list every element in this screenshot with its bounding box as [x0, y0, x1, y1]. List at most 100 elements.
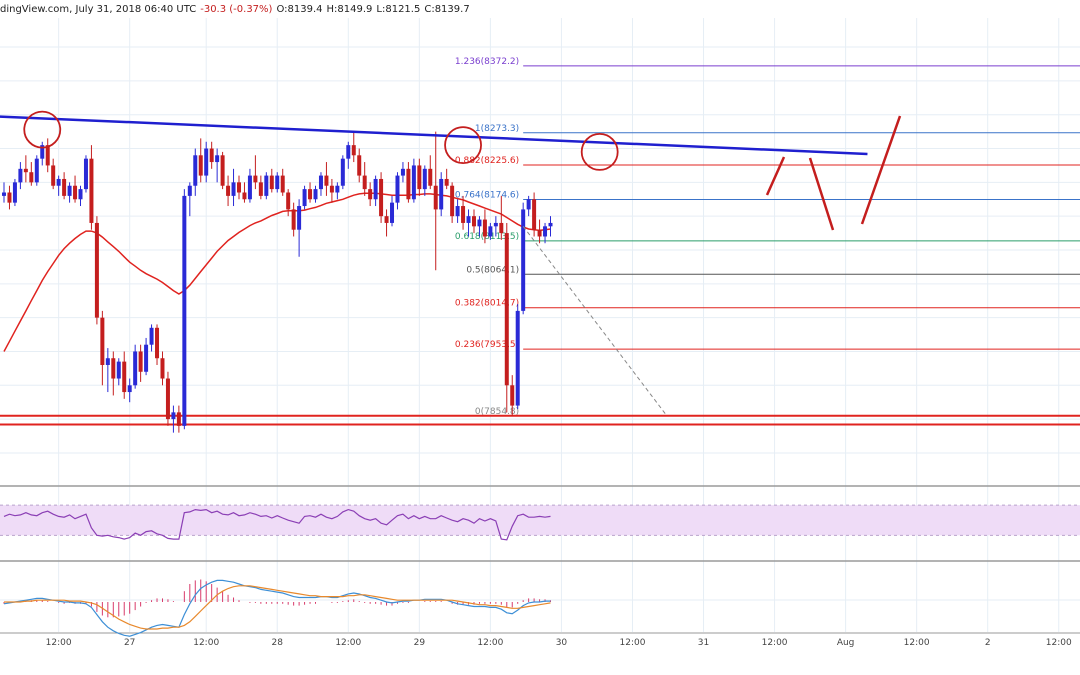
x-tick-label: 27 [124, 638, 135, 648]
x-tick-label: 2 [985, 638, 991, 648]
candle [537, 219, 542, 244]
candle-body [390, 202, 395, 223]
candle-body [521, 209, 526, 311]
candle [78, 185, 83, 207]
candle-body [236, 182, 241, 193]
candle-body [73, 185, 78, 200]
candle-body [362, 175, 367, 190]
candle [482, 209, 487, 244]
candle [532, 192, 537, 237]
candle [215, 148, 220, 183]
candle-body [368, 189, 373, 200]
candle [548, 216, 553, 237]
candle-body [7, 192, 12, 203]
candle-body [100, 317, 105, 365]
fibonacci-levels: 1.236(8372.2) 1(8273.3) 0.882(8225.6) 0.764… [455, 57, 1080, 417]
candle [83, 155, 88, 193]
candle-body [439, 178, 444, 210]
candle [351, 131, 356, 163]
candle-body [340, 158, 345, 186]
candle-body [499, 222, 504, 234]
candle-body [411, 165, 416, 200]
rsi-line [3, 508, 551, 541]
candle-body [18, 168, 23, 183]
candle-body [160, 358, 165, 379]
candle-body [209, 148, 214, 163]
candle [122, 351, 127, 399]
candle-body [395, 175, 400, 203]
candle [100, 310, 105, 386]
macd-line [3, 579, 551, 637]
candle [144, 337, 149, 376]
candle-body [247, 175, 252, 200]
candle [324, 162, 329, 196]
candle [543, 222, 548, 244]
candle-body [384, 216, 389, 223]
candle-body [477, 219, 482, 227]
candle-body [89, 158, 94, 223]
candle [455, 199, 460, 223]
candle-body [220, 155, 225, 186]
candle [510, 375, 515, 416]
candle [439, 172, 444, 217]
candle [400, 162, 405, 183]
rsi-band [0, 505, 1080, 536]
candle-body [2, 192, 6, 196]
candle [428, 155, 433, 190]
candle-body [127, 385, 132, 393]
candle [105, 348, 110, 393]
candle [29, 162, 34, 186]
candle [471, 209, 476, 234]
candle [318, 172, 323, 196]
candle [116, 358, 121, 386]
x-tick-label: 12:00 [335, 638, 361, 648]
candle-body [269, 175, 274, 190]
candle-body [264, 175, 269, 196]
candle [56, 175, 61, 196]
candle [499, 195, 504, 240]
candle-body [302, 189, 307, 207]
candle [187, 182, 192, 217]
candle [368, 182, 373, 207]
candle-body [94, 222, 99, 318]
candle [329, 178, 334, 203]
candle-body [111, 358, 116, 379]
candle [275, 172, 280, 193]
candle-body [34, 158, 39, 183]
x-axis: 12:00 27 12:00 28 12:00 29 12:00 30 12:00 31 12:00… [46, 638, 1072, 648]
candle-body [346, 145, 351, 159]
candle [521, 202, 526, 315]
candle [111, 351, 116, 396]
candle [280, 168, 285, 196]
candle-body [226, 185, 231, 196]
candle [231, 168, 236, 207]
candle-body [29, 172, 34, 183]
candle-body [406, 168, 411, 200]
candle-body [149, 327, 154, 345]
candle-body [45, 145, 50, 166]
candle-body [280, 175, 285, 193]
touch-circle-marker [444, 126, 482, 165]
candle [204, 141, 209, 183]
candle-body [532, 199, 537, 230]
candle [493, 216, 498, 237]
candle-body [482, 219, 487, 237]
candle-body [324, 175, 329, 186]
candle [395, 172, 400, 210]
candle-body [182, 195, 187, 426]
candle-body [105, 358, 110, 365]
candle [253, 155, 258, 190]
candle-body [56, 178, 61, 186]
candle [133, 344, 138, 389]
fib-label-0.5: 0.5(8064.1) [466, 265, 519, 275]
candle-body [318, 175, 323, 190]
candle [357, 148, 362, 183]
candle-body [133, 351, 138, 386]
candle-body [308, 189, 313, 200]
candle [160, 351, 165, 386]
candle-body [176, 412, 181, 426]
candle [198, 138, 203, 183]
candle-body [537, 229, 542, 237]
candle [286, 189, 291, 217]
